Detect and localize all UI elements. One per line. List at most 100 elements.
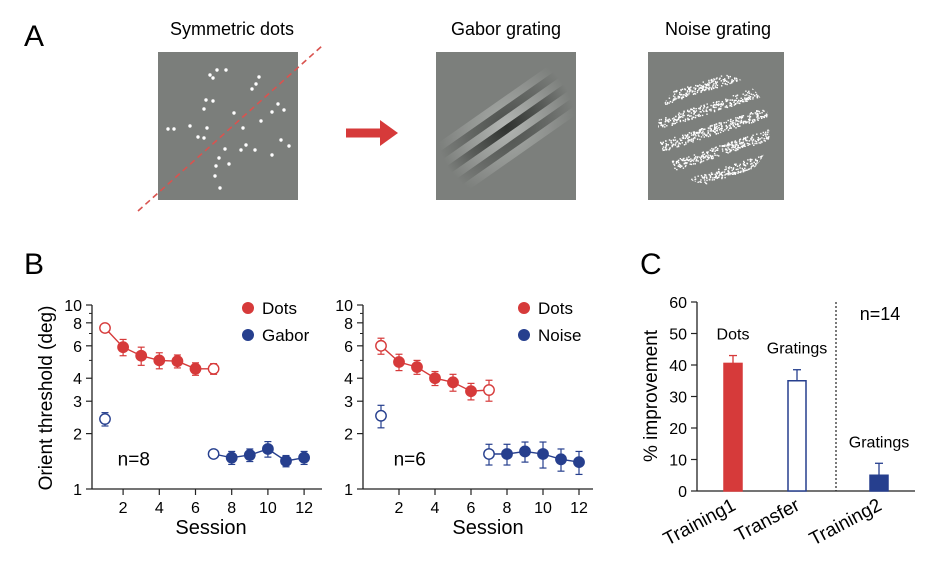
noise-speck bbox=[738, 116, 741, 119]
noise-speck bbox=[720, 102, 722, 105]
noise-speck bbox=[658, 126, 659, 128]
stimulus-dot bbox=[227, 162, 231, 166]
noise-speck bbox=[752, 134, 754, 136]
noise-speck bbox=[673, 91, 675, 93]
noise-speck bbox=[700, 91, 702, 93]
noise-speck bbox=[720, 122, 722, 124]
noise-speck bbox=[715, 176, 718, 178]
noise-speck bbox=[714, 173, 716, 176]
stimulus-dot bbox=[282, 108, 286, 112]
data-point bbox=[189, 362, 202, 375]
noise-speck bbox=[738, 120, 740, 123]
noise-speck bbox=[673, 117, 675, 119]
noise-speck bbox=[721, 171, 723, 174]
noise-speck bbox=[665, 118, 667, 121]
noise-speck bbox=[697, 134, 700, 136]
noise-speck bbox=[748, 122, 751, 124]
noise-speck bbox=[714, 125, 716, 128]
noise-speck bbox=[759, 96, 761, 98]
noise-speck bbox=[718, 100, 720, 103]
x-tick-label: 8 bbox=[227, 500, 236, 517]
noise-speck bbox=[682, 116, 684, 118]
noise-speck bbox=[671, 144, 673, 147]
noise-speck bbox=[688, 89, 691, 91]
noise-speck bbox=[712, 149, 714, 151]
noise-speck bbox=[756, 114, 758, 116]
noise-speck bbox=[735, 117, 737, 119]
stimulus-dot bbox=[202, 136, 206, 140]
noise-speck bbox=[701, 160, 703, 163]
noise-speck bbox=[715, 104, 717, 106]
noise-speck bbox=[786, 154, 787, 155]
noise-speck bbox=[698, 89, 700, 91]
noise-speck bbox=[638, 103, 639, 104]
noise-speck bbox=[665, 145, 667, 147]
noise-speck bbox=[715, 102, 718, 104]
noise-speck bbox=[785, 153, 786, 154]
noise-speck bbox=[729, 172, 731, 174]
noise-speck bbox=[729, 102, 731, 104]
noise-speck bbox=[744, 98, 746, 100]
noise-speck bbox=[786, 149, 787, 150]
noise-speck bbox=[753, 144, 755, 146]
noise-speck bbox=[687, 119, 689, 121]
noise-speck bbox=[734, 141, 736, 143]
noise-speck bbox=[724, 169, 726, 171]
series-dots bbox=[375, 337, 495, 402]
noise-speck bbox=[786, 156, 787, 157]
noise-speck bbox=[732, 122, 734, 125]
noise-speck bbox=[700, 136, 703, 138]
noise-speck bbox=[700, 90, 702, 92]
stimulus-dot bbox=[250, 87, 254, 91]
noise-speck bbox=[744, 165, 747, 167]
noise-speck bbox=[702, 81, 704, 83]
noise-speck bbox=[691, 91, 693, 93]
noise-speck bbox=[709, 133, 711, 135]
noise-speck bbox=[680, 139, 683, 142]
noise-speck bbox=[752, 121, 755, 123]
legend-label: Dots bbox=[262, 299, 297, 318]
noise-speck bbox=[734, 173, 736, 175]
noise-speck bbox=[719, 77, 721, 79]
stimulus-dot bbox=[204, 98, 208, 102]
noise-speck bbox=[750, 166, 752, 168]
noise-speck bbox=[699, 130, 702, 132]
noise-speck bbox=[712, 106, 715, 108]
noise-speck bbox=[742, 121, 745, 124]
noise-speck bbox=[695, 114, 697, 117]
stimulus-dot bbox=[239, 148, 243, 152]
noise-speck bbox=[718, 107, 720, 110]
noise-speck bbox=[759, 112, 761, 114]
noise-speck bbox=[714, 124, 716, 126]
noise-speck bbox=[729, 119, 732, 121]
noise-speck bbox=[730, 105, 732, 107]
noise-speck bbox=[717, 132, 719, 135]
noise-speck bbox=[725, 166, 727, 168]
noise-speck bbox=[662, 149, 664, 151]
noise-speck bbox=[756, 95, 758, 97]
noise-speck bbox=[717, 109, 720, 111]
noise-speck bbox=[662, 148, 664, 150]
noise-speck bbox=[705, 88, 707, 90]
noise-speck bbox=[667, 121, 670, 123]
noise-speck bbox=[748, 140, 750, 142]
stimulus-dot bbox=[211, 76, 215, 80]
noise-speck bbox=[732, 81, 734, 83]
noise-speck bbox=[680, 159, 683, 161]
noise-speck bbox=[670, 141, 672, 143]
y-tick-label: 30 bbox=[669, 390, 687, 407]
noise-speck bbox=[752, 88, 754, 90]
noise-speck bbox=[682, 94, 684, 96]
noise-speck bbox=[682, 167, 685, 169]
y-tick-label: 1 bbox=[73, 482, 82, 499]
noise-speck bbox=[720, 124, 722, 126]
noise-speck bbox=[729, 125, 731, 127]
noise-speck bbox=[768, 136, 770, 138]
noise-speck bbox=[746, 162, 748, 165]
noise-speck bbox=[727, 77, 730, 79]
noise-speck bbox=[738, 99, 740, 102]
noise-speck bbox=[733, 101, 735, 103]
stimulus-dot bbox=[215, 68, 219, 72]
stimulus-dot bbox=[172, 127, 176, 131]
